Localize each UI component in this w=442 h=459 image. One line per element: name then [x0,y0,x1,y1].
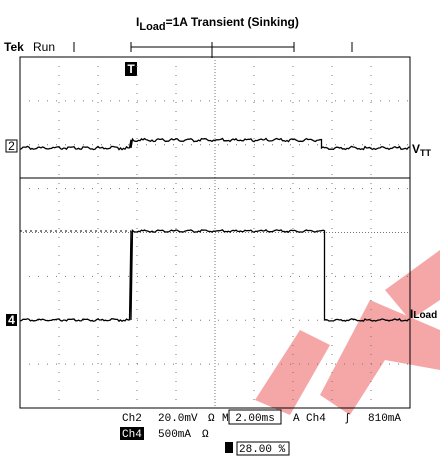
ch4-marker: 4 [8,313,15,327]
trigger-window [74,42,352,58]
ch4-name: Ch4 [122,429,142,441]
run-state: Run [33,40,55,54]
title-rest: =1A Transient (Sinking) [166,15,299,29]
trigger-position: 28.00 % [239,444,286,456]
ch2-marker: 2 [8,139,15,153]
brand: Tek [4,40,24,54]
title: ILoad=1A Transient (Sinking) [136,15,299,33]
vtt-subscript: TT [420,148,431,158]
watermark [255,250,440,415]
ch4-scale: 500mA [158,429,191,441]
iload-subscript: Load [413,310,437,321]
ch2-coupling: Ω [208,413,215,425]
iload-label: ILoad [410,307,437,321]
ch2-scale: 20.0mV [158,413,198,425]
trigger-level: 810mA [368,413,401,425]
status-bar: Ch2 20.0mV Ω M 2.00ms A Ch4 ∫ 810mA Ch4 … [120,410,401,456]
title-subscript: Load [139,21,165,33]
timebase: M 2.00ms [222,413,275,425]
vtt-symbol: V [412,142,420,156]
trigger-source: Ch4 [306,413,326,425]
trigger-position-icon [225,442,233,453]
scope-screenshot: ILoad=1A Transient (Sinking) Tek Run T 2… [0,0,442,459]
trigger-mode: A [293,413,300,425]
ch2-name: Ch2 [122,413,142,425]
trigger-marker: T [127,62,135,76]
vtt-label: VTT [412,142,432,158]
ch4-coupling: Ω [202,429,209,441]
trigger-slope: ∫ [344,413,351,425]
